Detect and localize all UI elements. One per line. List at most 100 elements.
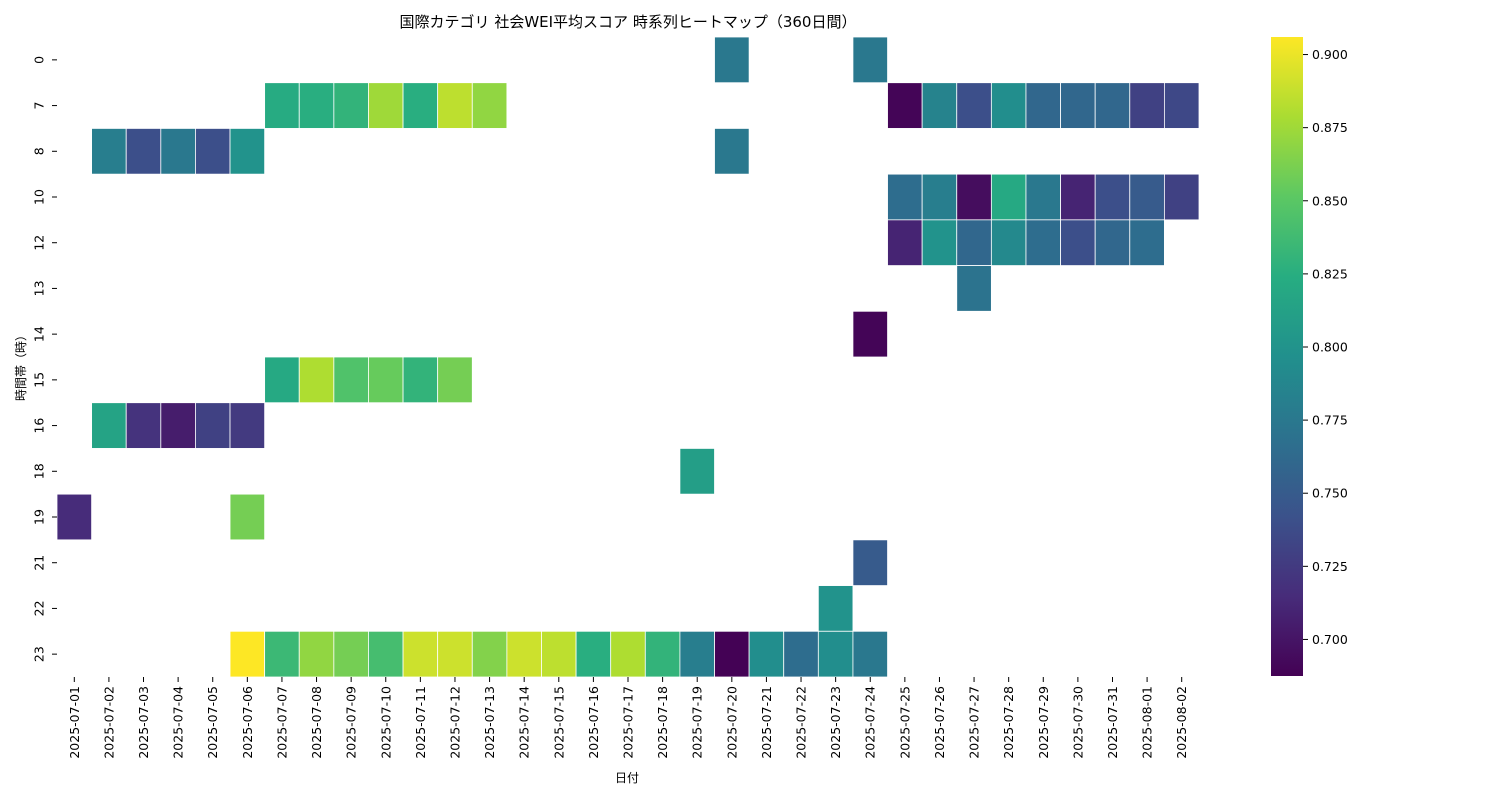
heatmap-cell — [541, 630, 577, 678]
colorbar-tick-label: 0.725 — [1312, 559, 1348, 574]
heatmap-cell — [887, 219, 923, 266]
heatmap-cell — [1025, 82, 1061, 129]
y-axis-ticks: 0 7 8 10 12 13 14 15 16 18 19 21 22 23 — [32, 56, 57, 662]
colorbar-gradient — [1271, 37, 1303, 676]
x-tick-label: 2025-07-25 — [897, 686, 912, 759]
heatmap-cell — [921, 82, 958, 129]
heatmap-cell — [125, 128, 162, 175]
y-tick-label: 19 — [32, 509, 47, 525]
x-axis-label: 日付 — [615, 771, 639, 785]
heatmap-cell — [610, 630, 646, 678]
x-tick-label: 2025-07-14 — [517, 686, 532, 759]
heatmap-cell — [402, 630, 439, 678]
x-tick-label: 2025-07-29 — [1036, 686, 1051, 759]
heatmap-cell — [437, 356, 473, 404]
heatmap-cell — [990, 173, 1027, 221]
heatmap-cell — [437, 82, 473, 129]
heatmap-cell — [956, 219, 992, 266]
heatmap-cell — [1025, 219, 1061, 266]
x-tick-label: 2025-07-11 — [413, 686, 428, 759]
heatmap-cell — [333, 82, 369, 129]
heatmap-cell — [1129, 82, 1165, 129]
y-tick-label: 13 — [32, 280, 47, 296]
colorbar-ticks: 0.700 0.725 0.750 0.775 0.800 0.825 0.850 0.875… — [1303, 47, 1348, 647]
x-tick-label: 2025-07-23 — [828, 686, 843, 759]
heatmap-cell — [368, 630, 404, 678]
x-tick-label: 2025-07-31 — [1105, 686, 1120, 759]
heatmap-cell — [1163, 82, 1200, 129]
x-tick-label: 2025-07-21 — [759, 686, 774, 759]
y-tick-label: 7 — [32, 102, 47, 110]
heatmap-cell — [125, 402, 162, 449]
heatmap-cell — [956, 173, 992, 221]
heatmap-cell — [956, 265, 992, 312]
colorbar-tick-label: 0.850 — [1312, 193, 1348, 208]
heatmap-cell — [1129, 173, 1165, 221]
heatmap-cell — [852, 630, 888, 678]
heatmap-cell — [1060, 82, 1096, 129]
heatmap-cell — [714, 128, 750, 175]
heatmap-cell — [679, 448, 715, 495]
x-tick-label: 2025-07-18 — [655, 686, 670, 759]
heatmap-cell — [1094, 82, 1131, 129]
heatmap-cell — [1094, 219, 1131, 266]
heatmap-cell — [368, 82, 404, 129]
x-tick-label: 2025-07-01 — [67, 686, 82, 759]
y-axis-label: 時間帯（時） — [14, 329, 28, 401]
heatmap-cell — [852, 36, 888, 84]
x-tick-label: 2025-08-01 — [1140, 686, 1155, 759]
y-tick-label: 10 — [32, 189, 47, 205]
y-tick-label: 23 — [32, 646, 47, 662]
heatmap-cell — [402, 82, 439, 129]
x-tick-label: 2025-07-28 — [1001, 686, 1016, 759]
x-tick-label: 2025-08-02 — [1174, 686, 1189, 759]
heatmap-cell — [1060, 219, 1096, 266]
colorbar-tick-label: 0.875 — [1312, 120, 1348, 135]
x-tick-label: 2025-07-30 — [1070, 686, 1085, 759]
x-tick-label: 2025-07-13 — [482, 686, 497, 759]
y-tick-label: 12 — [32, 235, 47, 251]
heatmap-cell — [437, 630, 473, 678]
heatmap-cell — [298, 630, 335, 678]
y-tick-label: 16 — [32, 418, 47, 434]
colorbar-tick-label: 0.750 — [1312, 486, 1348, 501]
heatmap-cell — [264, 630, 300, 678]
heatmap-cell — [1060, 173, 1096, 221]
x-tick-label: 2025-07-05 — [205, 686, 220, 759]
x-tick-label: 2025-07-06 — [240, 686, 255, 759]
x-tick-label: 2025-07-20 — [724, 686, 739, 759]
x-axis-ticks: 2025-07-01 2025-07-02 2025-07-03 2025-07-04… — [67, 677, 1189, 759]
x-tick-label: 2025-07-15 — [551, 686, 566, 759]
x-tick-label: 2025-07-22 — [794, 686, 809, 759]
y-tick-label: 22 — [32, 600, 47, 616]
heatmap-cell — [298, 356, 335, 404]
chart-title: 国際カテゴリ 社会WEI平均スコア 時系列ヒートマップ（360日間） — [400, 13, 857, 31]
x-tick-label: 2025-07-02 — [101, 686, 116, 759]
heatmap-cell — [714, 36, 750, 84]
heatmap-cell — [956, 82, 992, 129]
x-tick-label: 2025-07-16 — [586, 686, 601, 759]
heatmap-cell — [1025, 173, 1061, 221]
heatmap-cell — [471, 82, 508, 129]
x-tick-label: 2025-07-12 — [447, 686, 462, 759]
heatmap-cell — [817, 585, 854, 632]
x-tick-label: 2025-07-09 — [344, 686, 359, 759]
heatmap-cell — [229, 630, 266, 678]
heatmap-cell — [298, 82, 335, 129]
y-tick-label: 8 — [32, 147, 47, 155]
heatmap-cell — [887, 82, 923, 129]
heatmap-cell — [229, 128, 266, 175]
x-tick-label: 2025-07-08 — [309, 686, 324, 759]
heatmap-cell — [575, 630, 612, 678]
heatmap-cell — [852, 539, 888, 586]
heatmap-cell — [1163, 173, 1200, 221]
x-tick-label: 2025-07-19 — [690, 686, 705, 759]
x-tick-label: 2025-07-27 — [967, 686, 982, 759]
heatmap-cell — [229, 493, 266, 541]
x-tick-label: 2025-07-07 — [274, 686, 289, 759]
heatmap-cell — [56, 493, 93, 541]
heatmap-cell — [264, 356, 300, 404]
heatmap-cell — [748, 630, 785, 678]
heatmap-cell — [333, 356, 369, 404]
